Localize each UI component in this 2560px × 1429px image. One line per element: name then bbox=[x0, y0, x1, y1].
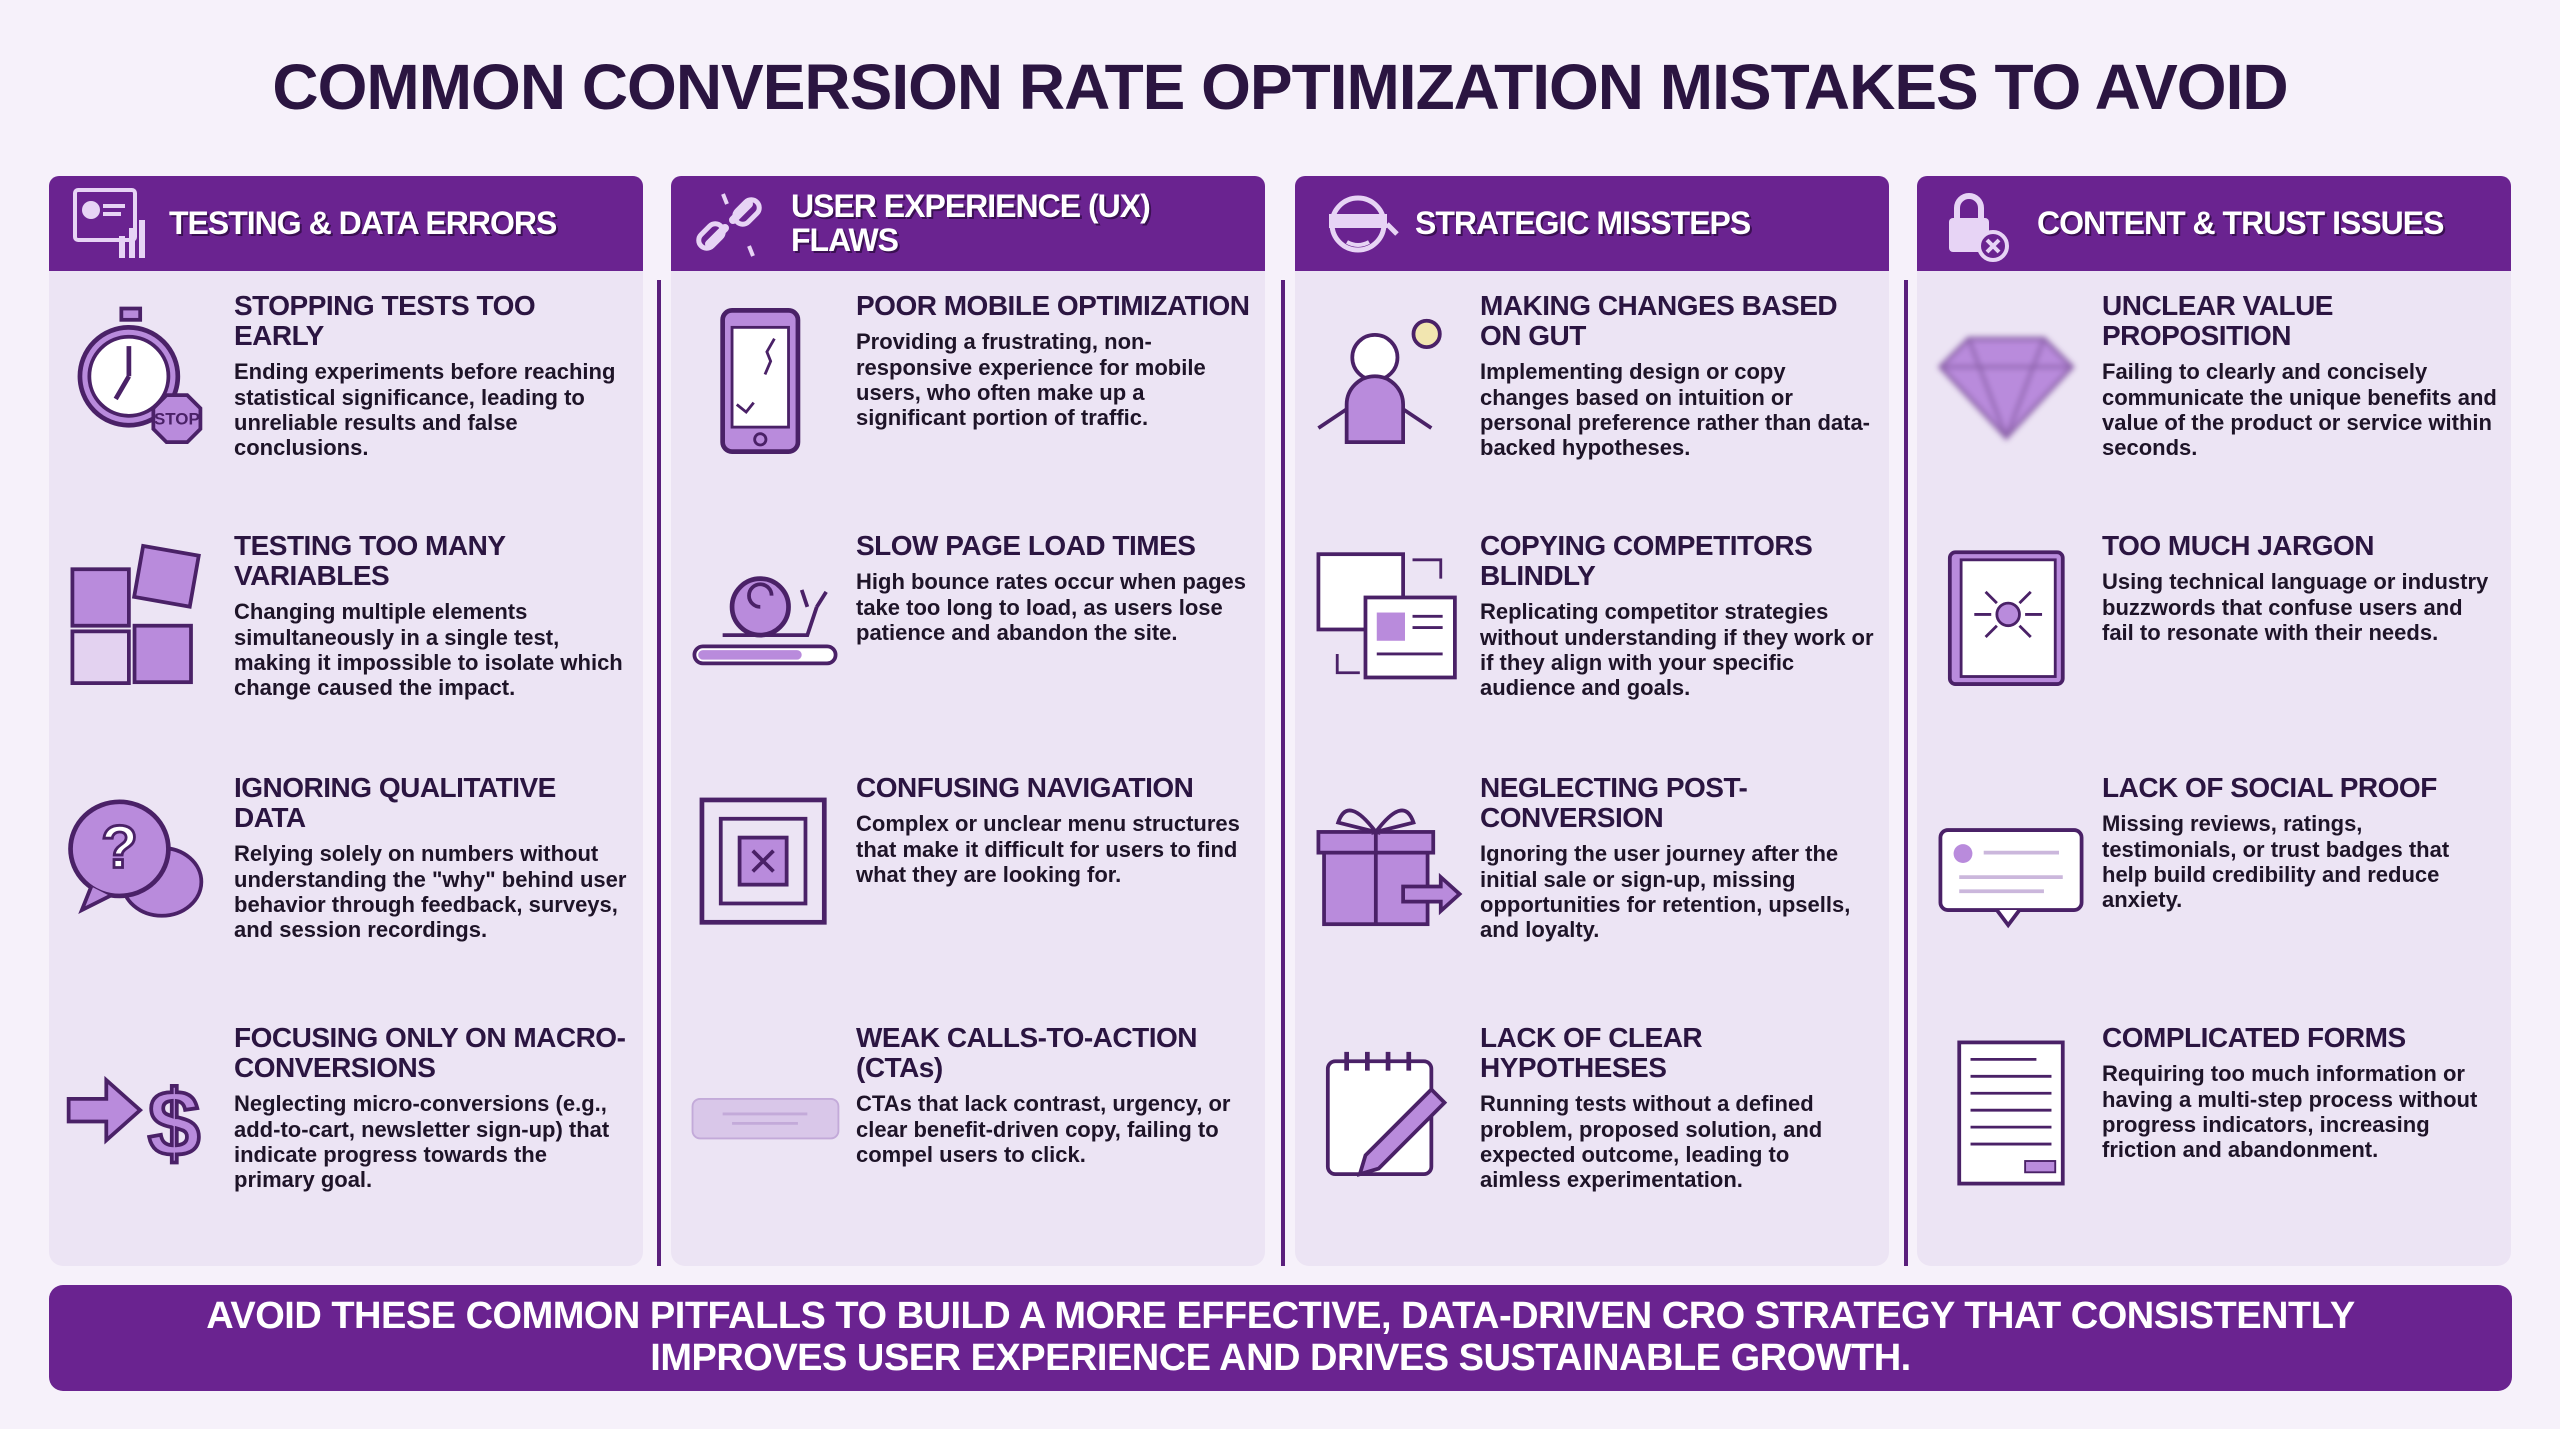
page-title: COMMON CONVERSION RATE OPTIMIZATION MIST… bbox=[272, 51, 2288, 123]
mistake-heading: NEGLECTING POST-CONVERSION bbox=[1480, 772, 1748, 834]
svg-text:$: $ bbox=[148, 1070, 200, 1175]
snail-loading-icon bbox=[692, 576, 838, 666]
column-panel: MAKING CHANGES BASED ON GUT Implementing … bbox=[1295, 271, 1889, 1266]
mistake-item: MAKING CHANGES BASED ON GUT Implementing … bbox=[1295, 290, 1889, 531]
mistake-description: High bounce rates occur when pages take … bbox=[856, 569, 1246, 645]
mistake-item: POOR MOBILE OPTIMIZATION Providing a frus… bbox=[671, 290, 1265, 531]
mistake-heading: COMPLICATED FORMS bbox=[2102, 1022, 2406, 1053]
blindfold-icon bbox=[1329, 195, 1399, 252]
mistake-item: TESTING TOO MANY VARIABLES Changing multi… bbox=[49, 530, 643, 771]
broken-link-icon bbox=[696, 192, 762, 257]
jargon-book-icon bbox=[1947, 550, 2065, 686]
mistake-description: Replicating competitor strategies withou… bbox=[1480, 599, 1874, 701]
mistake-description: Using technical language or industry buz… bbox=[2102, 569, 2489, 645]
column-header: TESTING & DATA ERRORS bbox=[49, 176, 643, 271]
svg-text:?: ? bbox=[101, 813, 138, 881]
column-panel: POOR MOBILE OPTIMIZATION Providing a frus… bbox=[671, 271, 1265, 1266]
column-divider bbox=[1281, 280, 1285, 1266]
column-title: USER EXPERIENCE (UX) FLAWS bbox=[791, 187, 1151, 258]
mistake-description: Missing reviews, ratings, testimonials, … bbox=[2102, 811, 2450, 913]
mistake-description: Providing a frustrating, non-responsive … bbox=[856, 329, 1206, 431]
column-4: CONTENT & TRUST ISSUES UNCLEAR VALUE PROP… bbox=[1917, 176, 2511, 1266]
copy-pages-icon bbox=[1316, 552, 1457, 680]
mistake-item: ? IGNORING QUALITATIVE DATA Relying solely… bbox=[49, 772, 643, 1013]
mistake-item: LACK OF CLEAR HYPOTHESES Running tests wi… bbox=[1295, 1022, 1889, 1263]
mistake-description: Changing multiple elements simultaneousl… bbox=[234, 599, 623, 701]
mistake-heading: STOPPING TESTS TOO EARLY bbox=[234, 290, 536, 352]
mistake-item: NEGLECTING POST-CONVERSION Ignoring the u… bbox=[1295, 772, 1889, 1013]
mistake-item: CONFUSING NAVIGATION Complex or unclear m… bbox=[671, 772, 1265, 1013]
arrow-dollar-icon: $ bbox=[66, 1068, 202, 1177]
mistake-description: Running tests without a defined problem,… bbox=[1480, 1091, 1823, 1193]
lock-x-icon bbox=[1949, 192, 2009, 262]
mistake-description: Complex or unclear menu structures that … bbox=[856, 811, 1240, 887]
mistake-item: UNCLEAR VALUE PROPOSITION Failing to clea… bbox=[1917, 290, 2511, 531]
mistake-heading: CONFUSING NAVIGATION bbox=[856, 772, 1194, 803]
mistake-heading: FOCUSING ONLY ON MACRO-CONVERSIONS bbox=[234, 1022, 626, 1084]
mistake-item: COPYING COMPETITORS BLINDLY Replicating c… bbox=[1295, 530, 1889, 771]
column-panel: UNCLEAR VALUE PROPOSITION Failing to clea… bbox=[1917, 271, 2511, 1266]
mistake-heading: TESTING TOO MANY VARIABLES bbox=[234, 530, 506, 592]
mistake-item: SLOW PAGE LOAD TIMES High bounce rates oc… bbox=[671, 530, 1265, 771]
mistake-description: Neglecting micro-conversions (e.g., add-… bbox=[234, 1091, 610, 1193]
column-1: TESTING & DATA ERRORS STOP STOPPING TESTS … bbox=[49, 176, 643, 1266]
person-lightbulb-icon bbox=[1317, 318, 1442, 445]
mistake-heading: TOO MUCH JARGON bbox=[2102, 530, 2375, 561]
mistake-description: Ending experiments before reaching stati… bbox=[234, 359, 616, 461]
maze-icon bbox=[699, 797, 827, 925]
gift-arrow-icon bbox=[1316, 808, 1463, 927]
column-header: USER EXPERIENCE (UX) FLAWS bbox=[671, 176, 1265, 271]
mistake-description: Relying solely on numbers without unders… bbox=[234, 841, 627, 943]
mistake-item: $ FOCUSING ONLY ON MACRO-CONVERSIONS Negle… bbox=[49, 1022, 643, 1263]
mistake-heading: IGNORING QUALITATIVE DATA bbox=[234, 772, 556, 834]
column-title: CONTENT & TRUST ISSUES bbox=[2037, 204, 2444, 241]
stopwatch-stop-icon: STOP bbox=[77, 306, 203, 445]
mistake-description: Failing to clearly and concisely communi… bbox=[2102, 359, 2497, 461]
mistake-description: CTAs that lack contrast, urgency, or cle… bbox=[856, 1091, 1231, 1168]
mistake-item: WEAK CALLS-TO-ACTION (CTAs) CTAs that lac… bbox=[671, 1022, 1265, 1263]
mistake-description: Implementing design or copy changes base… bbox=[1480, 359, 1871, 461]
mistake-heading: LACK OF CLEAR HYPOTHESES bbox=[1480, 1022, 1703, 1084]
column-header: CONTENT & TRUST ISSUES bbox=[1917, 176, 2511, 271]
notepad-pencil-icon bbox=[1325, 1051, 1448, 1177]
mistake-description: Requiring too much information or having… bbox=[2102, 1061, 2478, 1163]
column-title: STRATEGIC MISSTEPS bbox=[1415, 204, 1751, 241]
column-divider bbox=[1904, 280, 1908, 1266]
cracked-phone-icon bbox=[720, 308, 801, 454]
footer-banner: AVOID THESE COMMON PITFALLS TO BUILD A M… bbox=[49, 1285, 2512, 1391]
mistake-heading: SLOW PAGE LOAD TIMES bbox=[856, 530, 1196, 561]
mistake-heading: COPYING COMPETITORS BLINDLY bbox=[1480, 530, 1813, 592]
faded-button-icon bbox=[691, 1097, 840, 1140]
column-2: USER EXPERIENCE (UX) FLAWS POOR MOBILE OP… bbox=[671, 176, 1265, 1266]
long-form-icon bbox=[1957, 1040, 2065, 1186]
column-3: STRATEGIC MISSTEPS MAKING CHANGES BASED O… bbox=[1295, 176, 1889, 1266]
mistake-item: LACK OF SOCIAL PROOF Missing reviews, rat… bbox=[1917, 772, 2511, 1013]
question-speech-bubble-icon: ? bbox=[68, 799, 204, 918]
blurry-diamond-icon bbox=[1937, 336, 2075, 442]
column-divider bbox=[657, 280, 661, 1266]
mistake-item: TOO MUCH JARGON Using technical language … bbox=[1917, 530, 2511, 771]
mistake-item: STOP STOPPING TESTS TOO EARLY Ending exper… bbox=[49, 290, 643, 531]
mistake-heading: LACK OF SOCIAL PROOF bbox=[2102, 772, 2437, 803]
footer-text: AVOID THESE COMMON PITFALLS TO BUILD A M… bbox=[206, 1295, 2355, 1379]
stop-sign-label: STOP bbox=[154, 409, 200, 428]
column-header: STRATEGIC MISSTEPS bbox=[1295, 176, 1889, 271]
mistake-heading: UNCLEAR VALUE PROPOSITION bbox=[2102, 290, 2333, 352]
mistake-item: COMPLICATED FORMS Requiring too much info… bbox=[1917, 1022, 2511, 1263]
column-title: TESTING & DATA ERRORS bbox=[169, 204, 557, 241]
mistake-heading: MAKING CHANGES BASED ON GUT bbox=[1480, 290, 1838, 352]
puzzle-icon bbox=[70, 543, 201, 685]
mistake-heading: WEAK CALLS-TO-ACTION (CTAs) bbox=[856, 1022, 1198, 1084]
empty-review-bubble-icon bbox=[1938, 828, 2084, 929]
column-panel: STOP STOPPING TESTS TOO EARLY Ending exper… bbox=[49, 271, 643, 1266]
mistake-heading: POOR MOBILE OPTIMIZATION bbox=[856, 290, 1250, 321]
analytics-dashboard-icon bbox=[73, 187, 145, 258]
mistake-description: Ignoring the user journey after the init… bbox=[1480, 841, 1851, 943]
